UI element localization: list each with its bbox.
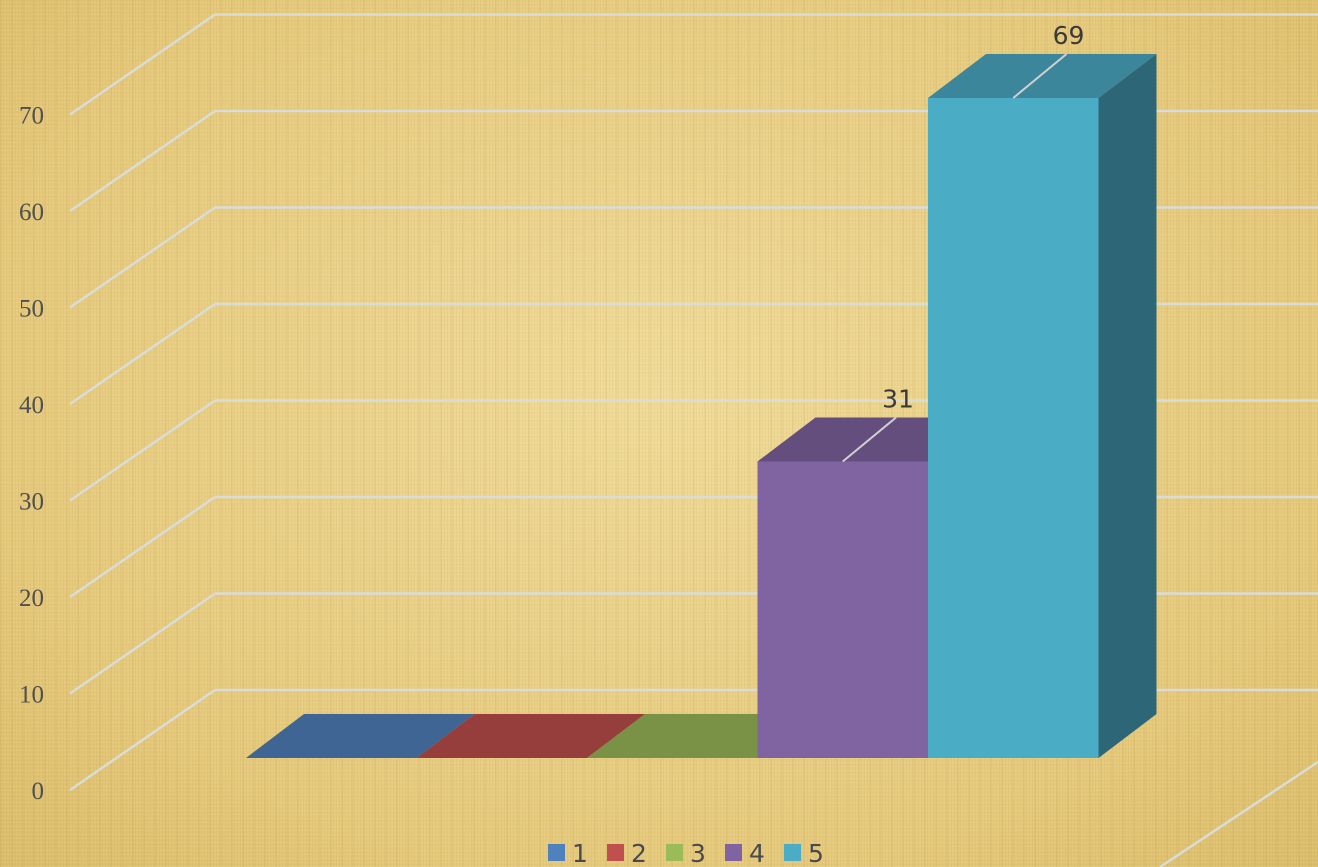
y-tick-label: 60 [19, 199, 44, 226]
data-labels: 31 69 [842, 21, 1085, 463]
y-tick-label: 20 [19, 585, 44, 612]
gridline-side [69, 109, 216, 213]
gridline-side [69, 399, 216, 502]
gridline-side [69, 13, 216, 116]
legend-item: 4 [725, 839, 765, 867]
y-axis-ticks: 0 10 20 30 40 50 60 70 [19, 103, 44, 806]
bar-front-face [757, 461, 928, 758]
leader-line [1012, 53, 1068, 99]
y-tick-label: 10 [19, 682, 44, 709]
y-tick-label: 70 [19, 103, 44, 130]
y-tick-label: 50 [19, 296, 44, 323]
legend-swatch [784, 844, 801, 861]
bar-top-face [416, 714, 645, 758]
bar-5 [928, 54, 1157, 758]
bar-top-face [246, 714, 475, 758]
y-tick-label: 40 [19, 392, 44, 419]
legend-swatch [725, 844, 742, 861]
legend-label: 3 [690, 839, 706, 867]
bar-2 [416, 714, 645, 758]
legend-swatch [548, 844, 565, 861]
leader-line [842, 416, 897, 463]
bars [246, 54, 1157, 758]
gridline-side [69, 495, 216, 599]
legend: 1 2 3 4 5 [548, 839, 824, 867]
gridline-side [69, 592, 216, 695]
data-label: 69 [1053, 21, 1085, 50]
legend-item: 1 [548, 839, 588, 867]
y-tick-label: 0 [32, 778, 45, 805]
bar-top-face [928, 54, 1157, 98]
floor-edge [1159, 760, 1318, 867]
legend-swatch [666, 844, 683, 861]
gridline-side [69, 688, 216, 792]
legend-label: 2 [631, 839, 647, 867]
legend-label: 1 [572, 839, 588, 867]
gridline-side [69, 206, 216, 309]
legend-label: 5 [808, 839, 824, 867]
legend-swatch [607, 844, 624, 861]
data-label: 31 [882, 384, 914, 413]
bar-side-face [1098, 54, 1157, 758]
legend-label: 4 [749, 839, 765, 867]
gridline-side [69, 302, 216, 406]
bar-front-face [928, 98, 1099, 758]
y-tick-label: 30 [19, 489, 44, 516]
bar-1 [246, 714, 475, 758]
legend-item: 3 [666, 839, 706, 867]
legend-item: 5 [784, 839, 824, 867]
legend-item: 2 [607, 839, 647, 867]
